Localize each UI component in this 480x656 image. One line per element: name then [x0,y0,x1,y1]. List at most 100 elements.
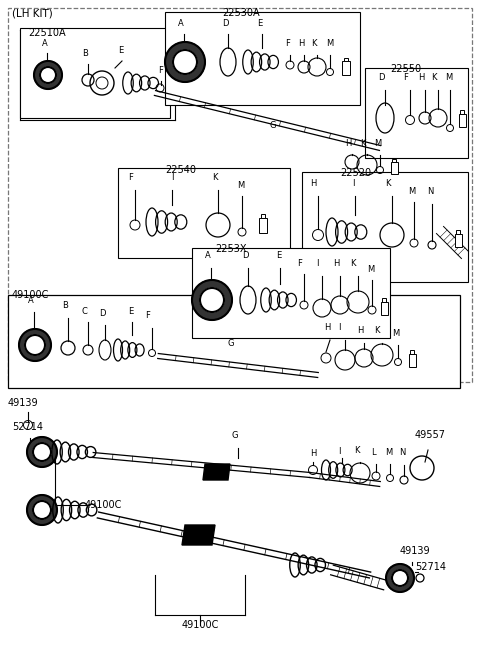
Text: F: F [128,173,133,182]
Text: I: I [338,447,340,456]
Bar [261,214,265,218]
Text: 49557: 49557 [415,430,446,440]
Bar [381,302,387,314]
Bar [408,354,416,367]
Bar [8,8,472,382]
Text: G: G [270,121,276,130]
Bar [410,350,414,354]
Text: H: H [345,139,351,148]
Text: K: K [354,446,360,455]
Polygon shape [302,172,468,282]
Text: K: K [374,326,380,335]
Text: K: K [431,73,436,82]
Text: H: H [357,326,363,335]
Text: M: M [326,39,333,48]
Polygon shape [118,168,290,258]
Text: 22530A: 22530A [222,8,260,18]
Text: H: H [418,73,424,82]
Text: 22550: 22550 [390,64,421,74]
Text: E: E [128,307,133,316]
Text: M: M [374,139,381,148]
Text: K: K [360,139,365,148]
Text: 22510A: 22510A [28,28,66,38]
Text: G: G [232,431,239,440]
Text: I: I [352,179,355,188]
Bar [458,113,466,127]
Text: C: C [82,307,88,316]
Text: 52714: 52714 [12,422,43,432]
Bar [391,162,397,174]
Text: 49139: 49139 [400,546,431,556]
Bar [342,61,350,75]
Text: D: D [378,73,384,82]
Text: H: H [324,323,330,332]
Circle shape [386,564,414,592]
Text: K: K [350,259,356,268]
Text: K: K [212,173,217,182]
Text: M: M [445,73,452,82]
Text: F: F [403,73,408,82]
Text: F: F [145,311,150,320]
Text: M: M [367,265,374,274]
Circle shape [200,288,224,312]
Text: N: N [399,448,406,457]
Text: A: A [28,296,34,305]
Text: H: H [310,179,316,188]
Text: D: D [242,251,249,260]
Polygon shape [8,295,460,388]
Polygon shape [192,248,390,338]
Text: 22540: 22540 [165,165,196,175]
Bar [382,298,386,302]
Text: M: M [237,181,244,190]
Circle shape [40,67,56,83]
Text: A: A [42,39,48,48]
Text: N: N [427,187,433,196]
Bar [456,230,460,234]
Text: K: K [385,179,391,188]
Text: H: H [310,449,316,458]
Bar [455,234,461,247]
Text: B: B [82,49,88,58]
Text: K: K [311,39,316,48]
Text: H: H [333,259,339,268]
Polygon shape [20,28,170,118]
Polygon shape [365,68,468,158]
Polygon shape [182,525,215,545]
Text: 49100C: 49100C [181,620,219,630]
Polygon shape [203,464,230,480]
Circle shape [27,495,57,525]
Circle shape [192,280,232,320]
Text: L: L [371,448,376,457]
Polygon shape [165,12,360,105]
Text: 22520: 22520 [340,168,371,178]
Text: E: E [118,46,123,55]
Text: A: A [205,251,211,260]
Circle shape [165,42,205,82]
Bar [460,110,464,113]
Text: A: A [178,19,184,28]
Text: 49100C: 49100C [12,290,49,300]
Text: M: M [392,329,399,338]
Circle shape [173,50,197,74]
Circle shape [34,61,62,89]
Text: H: H [298,39,304,48]
Circle shape [27,437,57,467]
Text: E: E [276,251,281,260]
Text: D: D [222,19,228,28]
Circle shape [33,501,51,519]
Circle shape [392,570,408,586]
Circle shape [19,329,51,361]
Bar [344,58,348,61]
Circle shape [33,443,51,461]
Bar [259,218,267,232]
Text: I: I [171,173,173,182]
Text: G: G [228,339,235,348]
Text: E: E [257,19,262,28]
Text: F: F [285,39,290,48]
Text: 52714: 52714 [415,562,446,572]
Text: D: D [99,309,106,318]
Text: I: I [338,323,340,332]
Text: M: M [385,448,392,457]
Text: 49139: 49139 [8,398,38,408]
Bar [392,159,396,162]
